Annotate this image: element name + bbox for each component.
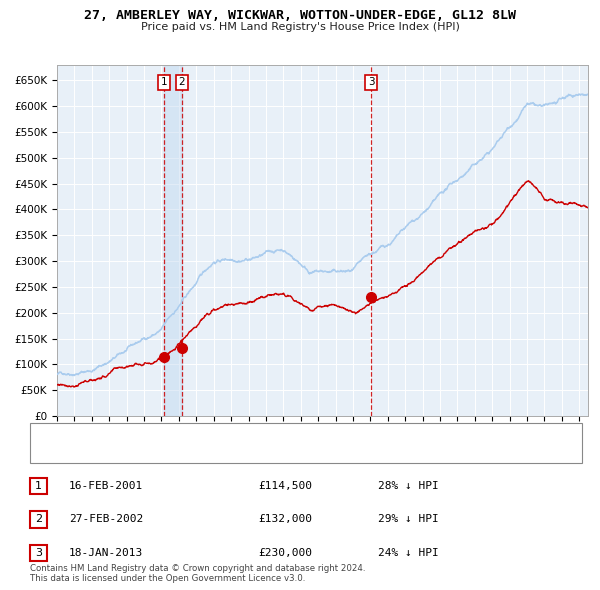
Text: 28% ↓ HPI: 28% ↓ HPI: [378, 481, 439, 491]
Text: 2: 2: [178, 77, 185, 87]
Text: 16-FEB-2001: 16-FEB-2001: [69, 481, 143, 491]
Text: 1: 1: [35, 481, 42, 491]
Text: 27, AMBERLEY WAY, WICKWAR, WOTTON-UNDER-EDGE, GL12 8LW (detached house): 27, AMBERLEY WAY, WICKWAR, WOTTON-UNDER-…: [75, 430, 488, 440]
Text: £132,000: £132,000: [258, 514, 312, 525]
Text: 3: 3: [35, 548, 42, 558]
Text: 29% ↓ HPI: 29% ↓ HPI: [378, 514, 439, 525]
Bar: [164, 65, 182, 416]
Text: £114,500: £114,500: [258, 481, 312, 491]
Text: 2: 2: [35, 514, 42, 525]
Text: 27-FEB-2002: 27-FEB-2002: [69, 514, 143, 525]
Text: 3: 3: [368, 77, 374, 87]
Text: 1: 1: [160, 77, 167, 87]
Text: £230,000: £230,000: [258, 548, 312, 558]
Text: HPI: Average price, detached house, South Gloucestershire: HPI: Average price, detached house, Sout…: [75, 447, 364, 457]
Text: 24% ↓ HPI: 24% ↓ HPI: [378, 548, 439, 558]
Text: Price paid vs. HM Land Registry's House Price Index (HPI): Price paid vs. HM Land Registry's House …: [140, 22, 460, 32]
Text: 27, AMBERLEY WAY, WICKWAR, WOTTON-UNDER-EDGE, GL12 8LW: 27, AMBERLEY WAY, WICKWAR, WOTTON-UNDER-…: [84, 9, 516, 22]
Text: Contains HM Land Registry data © Crown copyright and database right 2024.
This d: Contains HM Land Registry data © Crown c…: [30, 563, 365, 583]
Text: 18-JAN-2013: 18-JAN-2013: [69, 548, 143, 558]
